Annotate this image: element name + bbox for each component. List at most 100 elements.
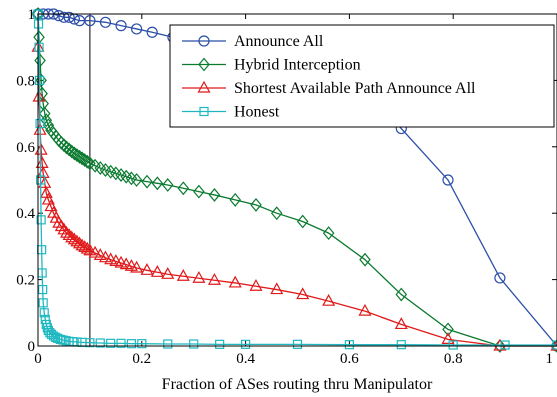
series-0-point-9 <box>84 15 96 27</box>
x-axis-title: Fraction of ASes routing thru Manipulato… <box>162 376 433 393</box>
series-1-point-38 <box>193 184 205 199</box>
x-tick-label-5: 1 <box>546 351 554 367</box>
x-tick-label-3: 0.6 <box>340 351 359 367</box>
series-2-point-41 <box>249 278 263 291</box>
series-2-point-26 <box>93 248 107 260</box>
series-1-point-45 <box>359 252 371 267</box>
series-2-point-16 <box>62 228 76 241</box>
y-tick-label-3: 0.6 <box>16 140 35 156</box>
series-2-point-9 <box>44 199 58 212</box>
series-2-point-46 <box>394 317 408 330</box>
y-tick-label-4: 0.8 <box>16 73 35 89</box>
series-1-point-35 <box>151 176 164 191</box>
series-0-point-4 <box>53 10 65 22</box>
series-3-point-40 <box>396 340 406 350</box>
legend-marker-0 <box>198 35 210 47</box>
legend-marker-3 <box>199 106 209 117</box>
series-2-point-12 <box>52 215 66 228</box>
series-2-point-20 <box>73 236 87 249</box>
series-1-point-17 <box>65 144 78 159</box>
series-3-point-1 <box>33 19 44 29</box>
series-3-point-5 <box>35 175 46 185</box>
series-2-point-21 <box>75 238 89 251</box>
series-1-point-2 <box>34 53 46 68</box>
series-1-point-47 <box>442 322 454 337</box>
series-0-point-23 <box>442 174 454 186</box>
x-tick-label-4: 0.8 <box>444 351 463 367</box>
series-1-point-39 <box>208 188 221 202</box>
series-1-point-33 <box>130 173 143 187</box>
series-0-point-13 <box>146 26 158 38</box>
legend-label-1: Hybrid Interception <box>234 57 361 74</box>
series-2-point-4 <box>35 156 49 168</box>
series-2-point-23 <box>80 241 94 254</box>
series-1-point-22 <box>78 153 91 168</box>
series-1-point-43 <box>296 214 309 229</box>
series-3-point-4 <box>35 118 45 129</box>
y-tick-label-2: 0.4 <box>16 206 35 222</box>
series-2-point-25 <box>88 245 102 258</box>
series-3-point-28 <box>85 338 95 348</box>
series-2 <box>31 39 557 351</box>
series-3-point-35 <box>189 339 199 349</box>
series-2-point-18 <box>67 232 81 245</box>
tick-labels: 0 0.2 0.4 0.6 0.8 1 0 0.2 0.4 0.6 0.8 1 <box>16 7 553 367</box>
series-2-point-22 <box>78 240 92 252</box>
series-2-point-33 <box>130 260 144 273</box>
series-3-point-23 <box>61 336 71 346</box>
series-3-point-38 <box>292 339 303 349</box>
series-2-point-24 <box>83 243 97 256</box>
series-3-point-3 <box>34 75 45 86</box>
series-1-point-15 <box>60 140 73 155</box>
series-1-point-37 <box>177 181 190 196</box>
series-0-point-10 <box>99 16 112 28</box>
series-2-point-40 <box>228 275 242 288</box>
series-1-point-8 <box>42 118 55 133</box>
series-3-point-32 <box>126 339 137 349</box>
series-1-point-40 <box>229 192 242 207</box>
series-3-point-6 <box>36 215 46 225</box>
series-1-point-46 <box>395 287 408 302</box>
legend-box <box>169 24 555 128</box>
series-1-point-41 <box>250 197 262 212</box>
series-2-point-47 <box>441 332 455 344</box>
series-1-point-7 <box>40 113 53 128</box>
series-3-point-41 <box>448 340 458 350</box>
series-1-point-42 <box>270 206 283 221</box>
series-layer <box>31 7 557 353</box>
x-tick-label-1: 0.2 <box>132 351 151 367</box>
series-2-point-43 <box>296 287 310 300</box>
series-0-point-5 <box>58 11 70 23</box>
series-3-point-42 <box>500 340 510 350</box>
plot-frame <box>37 13 557 347</box>
legend-label-3: Honest <box>234 104 280 121</box>
series-2-point-45 <box>358 303 372 316</box>
legend: Announce All Hybrid Interception Shortest … <box>169 24 555 128</box>
series-3-point-9 <box>38 284 48 295</box>
series-1-point-19 <box>71 148 83 163</box>
series-2-point-38 <box>192 271 206 283</box>
series-2-point-6 <box>38 176 52 188</box>
series-1-point-16 <box>63 142 75 157</box>
series-3-point-30 <box>106 338 116 348</box>
series-2-point-19 <box>70 234 84 247</box>
series-3-point-37 <box>241 339 251 349</box>
series-0-point-6 <box>63 11 75 23</box>
series-2-point-37 <box>176 269 190 281</box>
series-3-point-36 <box>215 339 225 349</box>
series-0-point-11 <box>115 20 127 32</box>
series-2-point-17 <box>65 230 79 243</box>
series-1-point-44 <box>322 226 335 241</box>
series-3-point-19 <box>51 332 61 342</box>
x-tick-label-2: 0.4 <box>236 351 255 367</box>
series-3-point-43 <box>552 340 557 350</box>
legend-marker-2 <box>197 80 211 93</box>
series-2-point-35 <box>150 265 164 277</box>
legend-label-0: Announce All <box>234 33 324 50</box>
series-3-point-11 <box>39 308 49 318</box>
series-3-point-39 <box>344 340 354 350</box>
series-1-point-49 <box>551 339 557 353</box>
series-3-point-29 <box>95 338 105 348</box>
series-3-point-31 <box>116 338 126 348</box>
series-3-point-2 <box>34 42 44 52</box>
